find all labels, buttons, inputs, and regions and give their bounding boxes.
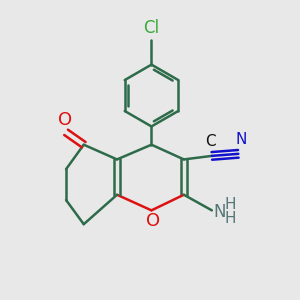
Text: Cl: Cl <box>143 19 160 37</box>
Text: C: C <box>205 134 216 149</box>
Text: H: H <box>224 211 236 226</box>
Text: N: N <box>235 132 246 147</box>
Text: H: H <box>224 197 236 212</box>
Text: N: N <box>213 203 226 221</box>
Text: O: O <box>58 111 72 129</box>
Text: O: O <box>146 212 160 230</box>
